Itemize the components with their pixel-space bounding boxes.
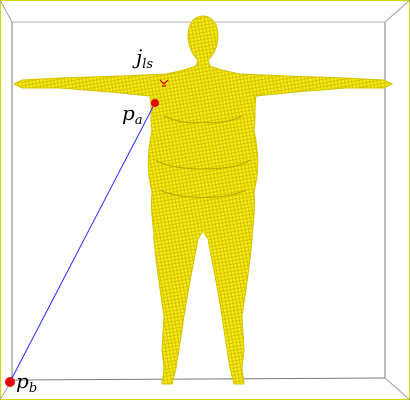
body-mesh: [12, 15, 394, 385]
box-edge-bottom: [11, 377, 386, 381]
label-joint-ls: jls: [132, 45, 153, 72]
joint-ls-marker: [159, 79, 169, 87]
box-corner-br: [384, 377, 410, 400]
point-b: [5, 377, 15, 387]
label-point-b: pb: [16, 369, 37, 396]
segment-pa-pb: [9, 102, 156, 383]
box-corner-tl: [0, 0, 13, 23]
box-corner-tr: [384, 0, 410, 23]
label-point-a: pa: [122, 101, 143, 128]
point-a: [151, 99, 159, 107]
